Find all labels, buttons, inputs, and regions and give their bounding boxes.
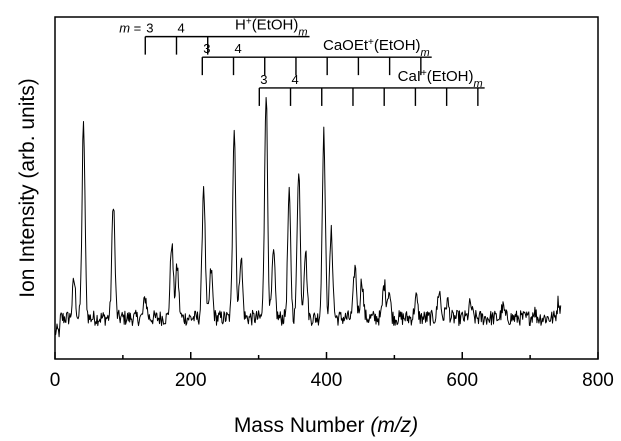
cluster-series-1: m = 3 4 H+(EtOH)m <box>119 16 309 55</box>
x-tick-label: 600 <box>446 370 478 391</box>
m-value-label: 4 <box>177 21 184 36</box>
x-axis-title: Mass Number (m/z) <box>234 414 418 437</box>
x-tick-label: 800 <box>582 370 614 391</box>
m-prefix-label: m = <box>119 21 141 36</box>
series-label: H+(EtOH)m <box>235 16 308 39</box>
x-tick-label: 200 <box>175 370 207 391</box>
series-label: CaI+(EtOH)m <box>398 67 483 90</box>
m-value-label: 3 <box>260 72 267 87</box>
cluster-series-3: 3 4 CaI+(EtOH)m <box>259 67 484 106</box>
m-value-label: 4 <box>292 72 299 87</box>
x-axis-ticks: 0 200 400 600 800 <box>50 352 614 391</box>
spectrum-trace <box>55 98 561 337</box>
x-tick-label: 400 <box>311 370 343 391</box>
cluster-series-annotations: m = 3 4 H+(EtOH)m 3 4 CaOEt+(EtOH)m 3 4 CaI+(EtO… <box>119 16 484 106</box>
m-value-label: 3 <box>146 21 153 36</box>
series-label: CaOEt+(EtOH)m <box>323 37 430 60</box>
m-value-label: 3 <box>203 41 210 56</box>
m-value-label: 4 <box>235 41 242 56</box>
x-tick-label: 0 <box>50 370 61 391</box>
y-axis-title: Ion Intensity (arb. units) <box>16 78 39 297</box>
